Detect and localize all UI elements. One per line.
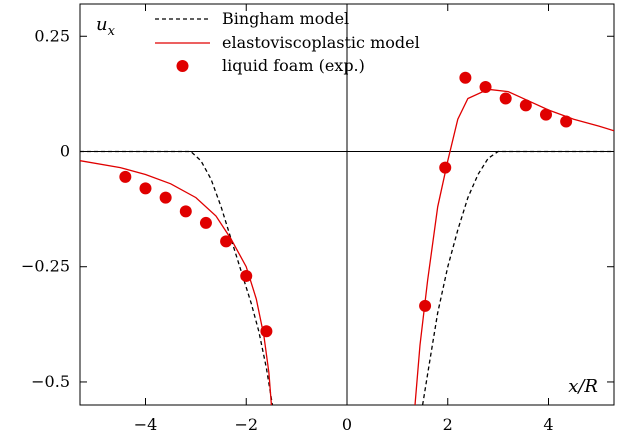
y-tick-label: −0.5 — [31, 372, 70, 391]
legend-bingham-label: Bingham model — [222, 9, 349, 28]
x-axis-label: x/R — [568, 376, 598, 397]
foam-data-point — [220, 235, 233, 248]
foam-data-point — [419, 299, 432, 312]
foam-data-point — [159, 191, 172, 204]
foam-data-point — [499, 92, 512, 105]
x-tick-label: −4 — [134, 415, 158, 434]
x-tick-label: 2 — [443, 415, 453, 434]
elastoviscoplastic-model-line — [414, 88, 614, 405]
foam-data-point — [199, 216, 212, 229]
legend-liquid-foam-marker — [176, 60, 189, 72]
series-layer — [80, 71, 614, 405]
x-tick-label: −2 — [234, 415, 258, 434]
legend-liquid-foam-label: liquid foam (exp.) — [222, 56, 365, 75]
y-tick-label: 0.25 — [34, 26, 70, 45]
legend-elastoviscoplastic-label: elastoviscoplastic model — [222, 33, 420, 52]
foam-data-point — [519, 99, 532, 112]
foam-data-point — [240, 269, 253, 282]
legend: Bingham model elastoviscoplastic model liq… — [155, 9, 420, 75]
foam-data-point — [439, 161, 452, 174]
y-tick-label: 0 — [60, 141, 70, 160]
foam-data-point — [179, 205, 192, 218]
y-axis-label: ux — [96, 14, 116, 39]
elastoviscoplastic-model-line — [80, 160, 273, 405]
foam-data-point — [260, 325, 273, 338]
y-tick-label: −0.25 — [21, 257, 70, 276]
bingham-model-line — [421, 150, 614, 405]
foam-data-point — [459, 71, 472, 84]
x-tick-label: 0 — [342, 415, 352, 434]
bingham-model-line — [80, 150, 274, 405]
x-tick-label: 4 — [543, 415, 553, 434]
foam-data-point — [560, 115, 573, 128]
foam-data-point — [139, 182, 152, 195]
foam-data-point — [479, 80, 492, 93]
foam-data-point — [539, 108, 552, 121]
foam-data-point — [119, 170, 132, 183]
